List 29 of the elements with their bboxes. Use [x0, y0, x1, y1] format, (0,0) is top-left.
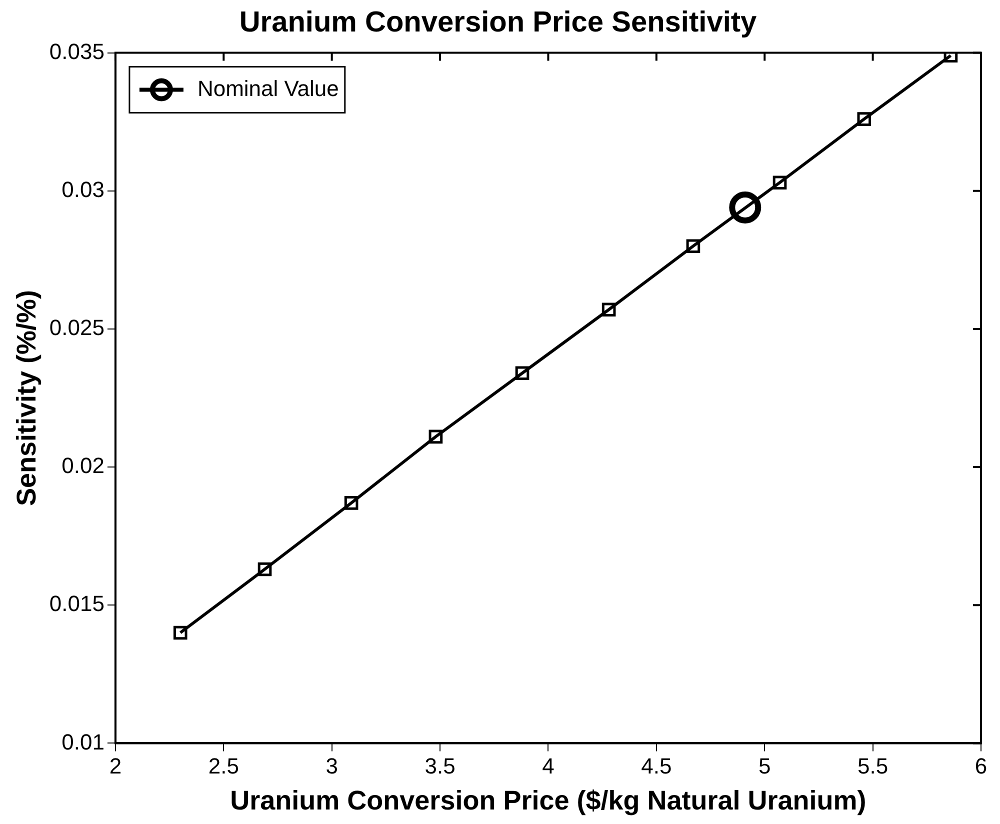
point [729, 191, 762, 224]
y-tick-label: 0.035 [49, 38, 104, 64]
y-tick-label: 0.03 [62, 176, 104, 202]
point [428, 430, 443, 444]
point [515, 366, 530, 380]
point [686, 239, 700, 254]
x-tick-label: 5 [758, 753, 771, 778]
x-tick-label: 3.5 [424, 753, 456, 778]
point [857, 112, 872, 126]
x-tick-label: 2 [109, 753, 122, 778]
y-tick-label: 0.01 [62, 729, 104, 754]
x-tick-label: 5.5 [858, 753, 888, 778]
x-tick-label: 4.5 [641, 753, 672, 778]
point [173, 626, 188, 640]
y-tick-label: 0.02 [62, 453, 104, 478]
y-axis-title: Sensitivity (%/%) [12, 290, 42, 506]
chart-title: Uranium Conversion Price Sensitivity [239, 6, 757, 38]
x-tick-label: 6 [974, 753, 988, 778]
x-tick-label: 4 [542, 753, 554, 778]
x-axis-title: Uranium Conversion Price ($/kg Natural Uranium) [230, 785, 866, 816]
legend-label: Nominal Value [197, 76, 339, 101]
x-tick-label: 3 [326, 753, 338, 778]
point [258, 562, 272, 576]
point [602, 302, 616, 317]
point [772, 176, 787, 190]
point [344, 496, 358, 510]
y-tick-label: 0.015 [49, 591, 104, 616]
x-tick-label: 2.5 [208, 753, 239, 778]
y-tick-label: 0.025 [49, 315, 104, 340]
